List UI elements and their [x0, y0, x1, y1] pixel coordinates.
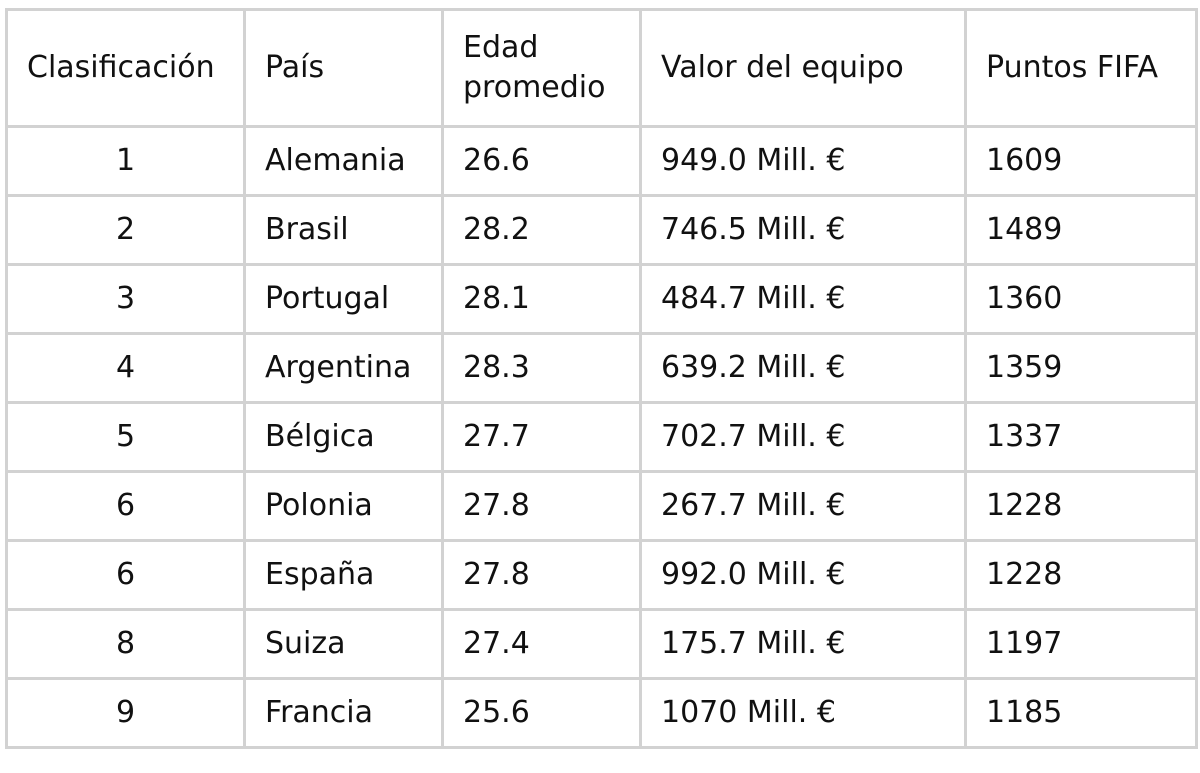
cell-country: Brasil [243, 194, 444, 266]
cell-rank: 4 [5, 332, 246, 404]
table-row: 1 Alemania 26.6 949.0 Mill. € 1609 [5, 125, 1198, 197]
cell-fifa-points: 1360 [964, 263, 1198, 335]
header-rank: Clasificación [5, 8, 246, 128]
cell-fifa-points: 1228 [964, 539, 1198, 611]
cell-fifa-points: 1359 [964, 332, 1198, 404]
cell-fifa-points: 1197 [964, 608, 1198, 680]
cell-country: Suiza [243, 608, 444, 680]
cell-rank: 5 [5, 401, 246, 473]
cell-average-age: 27.8 [441, 539, 642, 611]
cell-country: Alemania [243, 125, 444, 197]
cell-country: Polonia [243, 470, 444, 542]
cell-country: Argentina [243, 332, 444, 404]
cell-country: Francia [243, 677, 444, 749]
table-row: 4 Argentina 28.3 639.2 Mill. € 1359 [5, 332, 1198, 404]
table-row: 3 Portugal 28.1 484.7 Mill. € 1360 [5, 263, 1198, 335]
cell-team-value: 1070 Mill. € [639, 677, 967, 749]
cell-team-value: 639.2 Mill. € [639, 332, 967, 404]
table-row: 9 Francia 25.6 1070 Mill. € 1185 [5, 677, 1198, 749]
cell-team-value: 746.5 Mill. € [639, 194, 967, 266]
cell-rank: 2 [5, 194, 246, 266]
cell-fifa-points: 1185 [964, 677, 1198, 749]
cell-team-value: 267.7 Mill. € [639, 470, 967, 542]
cell-average-age: 26.6 [441, 125, 642, 197]
cell-team-value: 702.7 Mill. € [639, 401, 967, 473]
cell-average-age: 27.7 [441, 401, 642, 473]
header-fifa-points: Puntos FIFA [964, 8, 1198, 128]
cell-country: España [243, 539, 444, 611]
cell-rank: 1 [5, 125, 246, 197]
fifa-ranking-table-container: Clasificación País Edad promedio Valor d… [5, 8, 1198, 770]
cell-rank: 8 [5, 608, 246, 680]
cell-average-age: 27.8 [441, 470, 642, 542]
cell-average-age: 28.2 [441, 194, 642, 266]
cell-average-age: 28.3 [441, 332, 642, 404]
table-row: 2 Brasil 28.2 746.5 Mill. € 1489 [5, 194, 1198, 266]
table-row: 6 España 27.8 992.0 Mill. € 1228 [5, 539, 1198, 611]
cell-rank: 6 [5, 539, 246, 611]
table-row: 6 Polonia 27.8 267.7 Mill. € 1228 [5, 470, 1198, 542]
cell-rank: 9 [5, 677, 246, 749]
cell-team-value: 949.0 Mill. € [639, 125, 967, 197]
table-row: 8 Suiza 27.4 175.7 Mill. € 1197 [5, 608, 1198, 680]
cell-average-age: 28.1 [441, 263, 642, 335]
cell-country: Bélgica [243, 401, 444, 473]
cell-fifa-points: 1337 [964, 401, 1198, 473]
cell-country: Portugal [243, 263, 444, 335]
cell-fifa-points: 1609 [964, 125, 1198, 197]
table-header-row: Clasificación País Edad promedio Valor d… [5, 8, 1198, 128]
cell-team-value: 992.0 Mill. € [639, 539, 967, 611]
table-row: 5 Bélgica 27.7 702.7 Mill. € 1337 [5, 401, 1198, 473]
cell-fifa-points: 1228 [964, 470, 1198, 542]
cell-team-value: 175.7 Mill. € [639, 608, 967, 680]
cell-average-age: 25.6 [441, 677, 642, 749]
header-team-value: Valor del equipo [639, 8, 967, 128]
fifa-ranking-table: Clasificación País Edad promedio Valor d… [5, 8, 1198, 749]
cell-rank: 3 [5, 263, 246, 335]
cell-team-value: 484.7 Mill. € [639, 263, 967, 335]
cell-average-age: 27.4 [441, 608, 642, 680]
header-country: País [243, 8, 444, 128]
cell-fifa-points: 1489 [964, 194, 1198, 266]
cell-rank: 6 [5, 470, 246, 542]
header-average-age: Edad promedio [441, 8, 642, 128]
